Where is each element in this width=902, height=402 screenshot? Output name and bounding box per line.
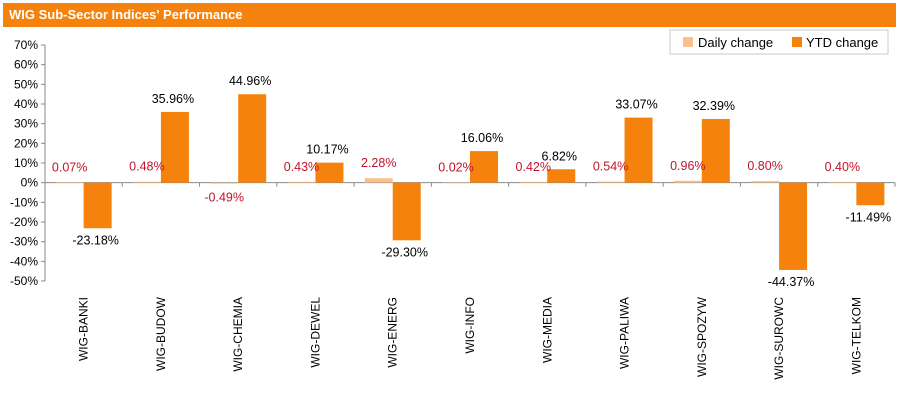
bar-ytd-change [779,182,808,270]
y-tick-label: 40% [14,97,38,111]
y-tick-label: 10% [14,156,38,170]
ytd-change-label: -29.30% [381,245,428,259]
bar-daily-change [132,181,161,183]
category-label: WIG-SPOZYW [695,296,709,377]
y-tick-label: 70% [14,38,38,52]
category-label: WIG-CHEMIA [231,297,245,372]
y-tick-label: -30% [10,235,38,249]
y-tick-label: -10% [10,195,38,209]
bar-ytd-change [470,151,498,183]
ytd-change-label: 32.39% [693,99,735,113]
bar-daily-change [673,180,702,183]
y-tick-label: -50% [10,274,38,288]
legend-swatch-ytd [792,37,802,47]
category-label: WIG-ENERG [386,297,400,368]
ytd-change-label: -44.37% [768,275,815,289]
legend-box [669,29,889,55]
y-tick-label: 30% [14,117,38,131]
legend-swatch-daily [683,37,693,47]
ytd-change-label: 16.06% [461,131,503,145]
daily-change-label: -0.49% [204,191,244,205]
bar-daily-change [364,178,393,183]
y-tick-label: -20% [10,215,38,229]
daily-change-label: 0.80% [747,159,782,173]
ytd-change-label: 33.07% [615,98,657,112]
daily-change-label: 0.54% [593,160,628,174]
category-label: WIG-TELKOM [849,297,863,374]
daily-change-label: 0.02% [438,161,473,175]
bar-ytd-change [160,111,189,183]
y-tick-label: -40% [10,254,38,268]
chart-title: WIG Sub-Sector Indices' Performance [3,3,896,27]
legend-label-ytd: YTD change [806,35,878,50]
bar-daily-change [210,182,239,184]
bar-ytd-change [238,94,267,183]
bar-daily-change [287,181,316,183]
category-label: WIG-INFO [463,297,477,354]
category-labels: WIG-BANKI WIG-BUDOW WIG-CHEMIA WIG-DEWEL WIG… [44,182,896,380]
y-ticks: -50% -40% -30% -20% -10% 0% 10% 20% 30% 40% 50% 60%… [10,38,45,288]
category-label: WIG-PALIWA [618,297,632,369]
y-tick-label: 20% [14,136,38,150]
bar-daily-change [751,181,780,183]
bar-ytd-change [856,182,885,206]
bar-ytd-change [624,117,653,183]
bar-ytd-change [547,169,576,183]
y-tick-label: 50% [14,77,38,91]
category-label: WIG-DEWEL [308,297,322,368]
daily-change-label: 0.40% [825,160,860,174]
bar-daily-change [828,181,857,183]
bar-ytd-change [83,182,112,229]
y-tick-label: 0% [21,176,39,190]
bar-ytd-change [701,118,730,183]
ytd-change-label: -23.18% [72,233,119,247]
ytd-change-label: 44.96% [229,74,271,88]
daily-change-label: 0.42% [516,160,551,174]
category-label: WIG-MEDIA [540,297,554,363]
daily-change-label: 0.48% [129,160,164,174]
daily-change-label: 0.07% [52,161,87,175]
category-label: WIG-BANKI [77,297,91,361]
category-label: WIG-BUDOW [154,296,168,371]
bar-daily-change [55,182,84,184]
bar-daily-change [442,182,470,184]
bar-ytd-change [392,182,421,241]
bars [55,94,885,270]
bar-daily-change [596,181,625,183]
legend-label-daily: Daily change [698,35,773,50]
category-label: WIG-SUROWC [772,297,786,380]
ytd-change-label: 35.96% [152,92,194,106]
bar-ytd-change [315,162,344,183]
legend: Daily change YTD change [669,29,889,55]
ytd-change-label: 10.17% [306,143,348,157]
data-labels: 0.07% -23.18% 0.48% 35.96% -0.49% 44.96% 0.43%… [52,74,891,289]
y-tick-label: 60% [14,58,38,72]
ytd-change-label: -11.49% [846,210,892,224]
bar-daily-change [519,181,548,183]
daily-change-label: 0.43% [284,160,319,174]
ytd-change-label: 6.82% [542,149,577,163]
daily-change-label: 0.96% [670,159,705,173]
daily-change-label: 2.28% [361,156,396,170]
